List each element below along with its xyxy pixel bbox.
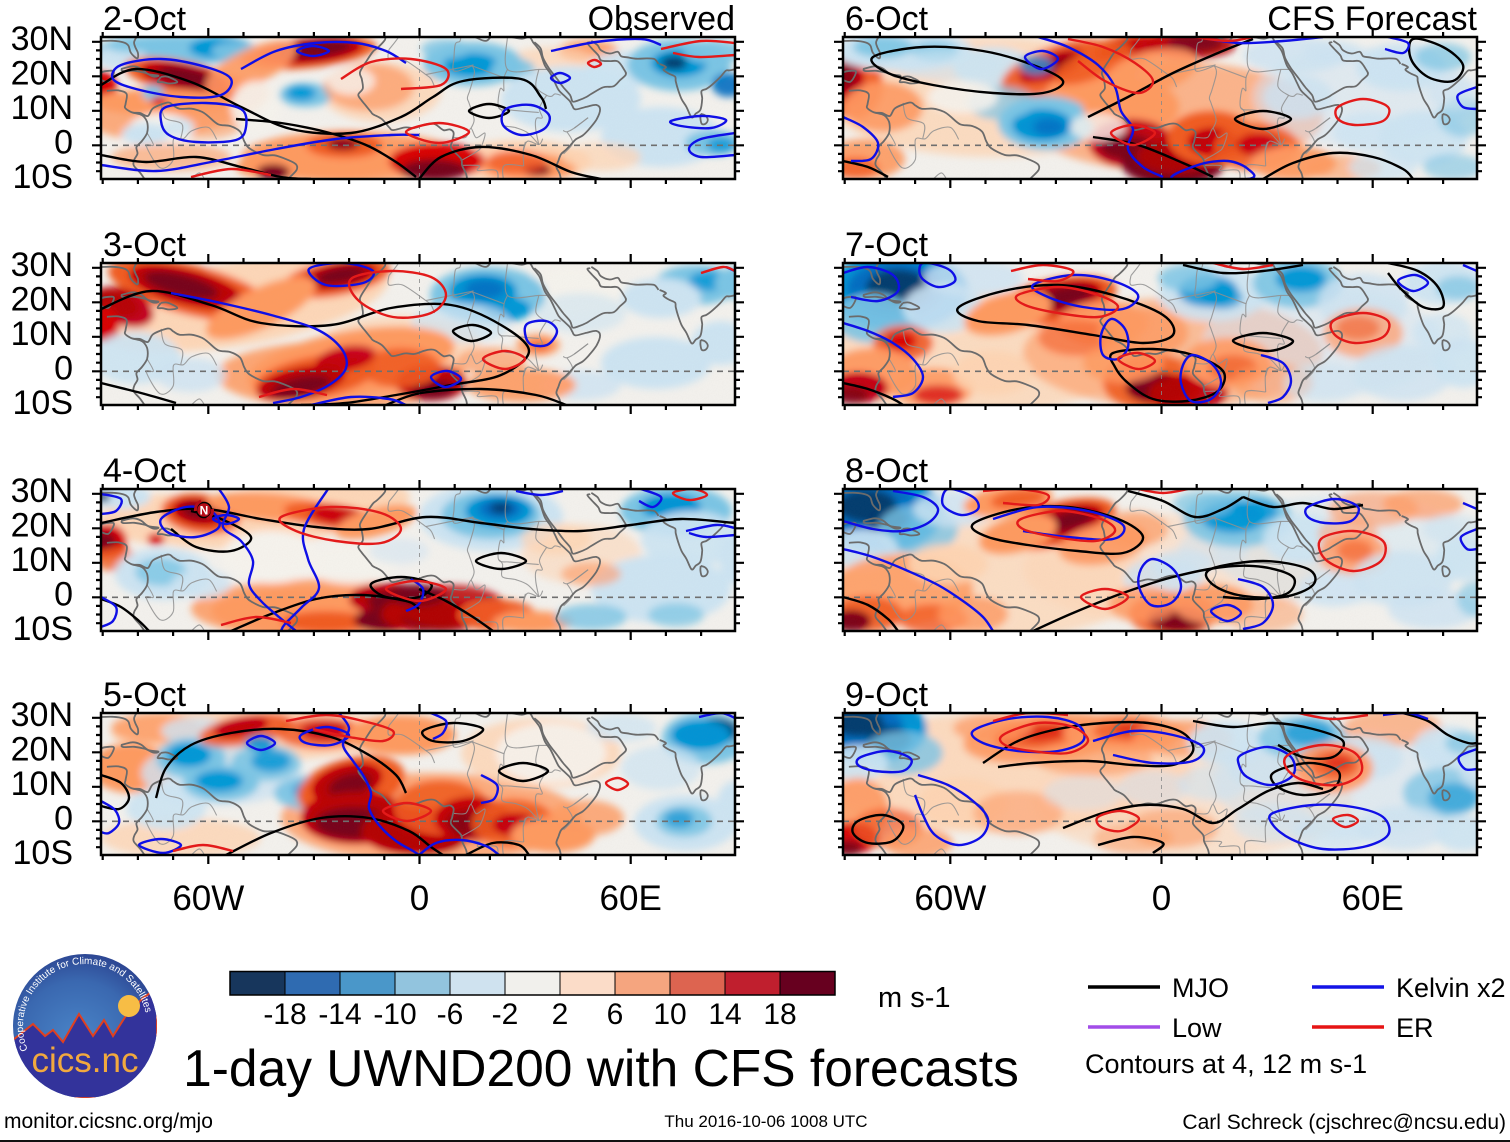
svg-text:Contours at 4, 12 m s-1: Contours at 4, 12 m s-1 xyxy=(1085,1049,1367,1079)
svg-text:14: 14 xyxy=(708,998,741,1031)
svg-text:MJO: MJO xyxy=(1172,973,1229,1003)
svg-text:60E: 60E xyxy=(600,879,662,918)
svg-text:Low: Low xyxy=(1172,1013,1222,1043)
svg-text:7-Oct: 7-Oct xyxy=(845,226,929,264)
svg-text:CFS Forecast: CFS Forecast xyxy=(1267,0,1477,38)
svg-text:30N: 30N xyxy=(11,696,73,734)
svg-text:30N: 30N xyxy=(11,246,73,284)
svg-text:0: 0 xyxy=(54,575,73,613)
svg-text:0: 0 xyxy=(1152,879,1171,918)
svg-text:0: 0 xyxy=(410,879,429,918)
svg-text:2: 2 xyxy=(552,998,569,1031)
svg-text:-18: -18 xyxy=(263,998,306,1031)
svg-text:5-Oct: 5-Oct xyxy=(103,676,187,714)
svg-text:10S: 10S xyxy=(13,610,74,648)
svg-text:N: N xyxy=(200,504,209,518)
svg-text:6: 6 xyxy=(607,998,624,1031)
svg-text:9-Oct: 9-Oct xyxy=(845,676,929,714)
svg-text:3-Oct: 3-Oct xyxy=(103,226,187,264)
svg-text:2-Oct: 2-Oct xyxy=(103,0,187,38)
svg-text:m s-1: m s-1 xyxy=(878,982,951,1014)
svg-text:8-Oct: 8-Oct xyxy=(845,452,929,490)
svg-text:monitor.cicsnc.org/mjo: monitor.cicsnc.org/mjo xyxy=(4,1110,213,1133)
svg-text:-6: -6 xyxy=(437,998,464,1031)
svg-text:4-Oct: 4-Oct xyxy=(103,452,187,490)
svg-text:6-Oct: 6-Oct xyxy=(845,0,929,38)
svg-text:cics.nc: cics.nc xyxy=(32,1041,139,1080)
svg-text:Carl Schreck (cjschrec@ncsu.ed: Carl Schreck (cjschrec@ncsu.edu) xyxy=(1182,1111,1506,1134)
svg-text:1-day UWND200 with CFS forecas: 1-day UWND200 with CFS forecasts xyxy=(183,1039,1019,1097)
svg-text:20N: 20N xyxy=(11,506,73,544)
svg-text:20N: 20N xyxy=(11,54,73,92)
svg-text:60W: 60W xyxy=(172,879,244,918)
svg-text:Thu 2016-10-06 1008 UTC: Thu 2016-10-06 1008 UTC xyxy=(664,1112,867,1131)
svg-text:60E: 60E xyxy=(1342,879,1404,918)
svg-text:10N: 10N xyxy=(11,89,73,127)
svg-text:ER: ER xyxy=(1396,1013,1434,1043)
svg-text:30N: 30N xyxy=(11,20,73,58)
svg-text:10N: 10N xyxy=(11,541,73,579)
svg-text:18: 18 xyxy=(763,998,796,1031)
svg-text:-14: -14 xyxy=(318,998,361,1031)
svg-text:Observed: Observed xyxy=(588,0,735,38)
svg-text:10: 10 xyxy=(653,998,686,1031)
svg-text:-2: -2 xyxy=(492,998,519,1031)
svg-text:0: 0 xyxy=(54,799,73,837)
svg-text:10N: 10N xyxy=(11,315,73,353)
svg-text:0: 0 xyxy=(54,349,73,387)
svg-text:30N: 30N xyxy=(11,472,73,510)
svg-text:-10: -10 xyxy=(373,998,416,1031)
svg-text:0: 0 xyxy=(54,123,73,161)
svg-text:10S: 10S xyxy=(13,834,74,872)
svg-text:10S: 10S xyxy=(13,384,74,422)
svg-text:60W: 60W xyxy=(914,879,986,918)
svg-text:10S: 10S xyxy=(13,158,74,196)
svg-text:Kelvin x2: Kelvin x2 xyxy=(1396,973,1506,1003)
svg-text:10N: 10N xyxy=(11,765,73,803)
svg-text:20N: 20N xyxy=(11,280,73,318)
svg-text:20N: 20N xyxy=(11,730,73,768)
